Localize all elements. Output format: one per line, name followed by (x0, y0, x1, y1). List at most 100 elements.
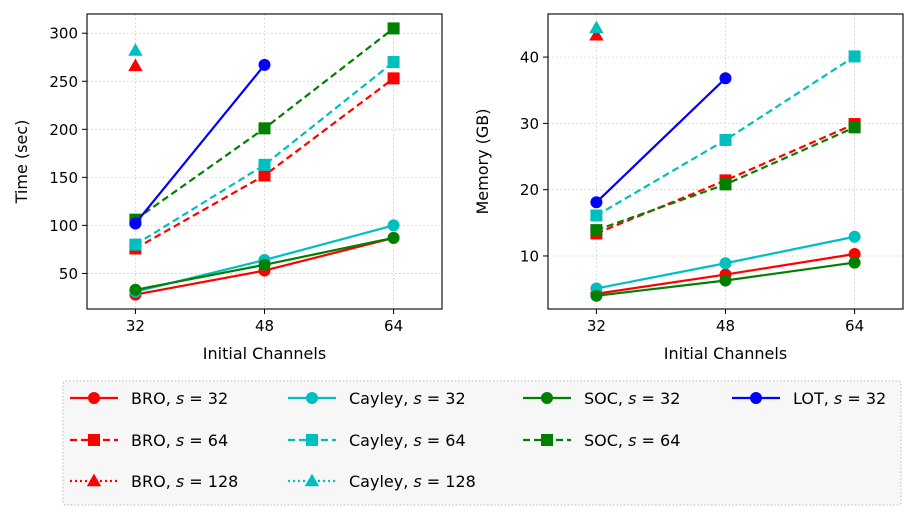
legend-entry-bro-s128: BRO, s = 128 (70, 472, 238, 491)
data-point (128, 58, 143, 72)
legend-label: LOT, s = 32 (793, 389, 886, 408)
data-point (258, 58, 271, 71)
x-tick-label: 48 (716, 317, 735, 335)
data-point (387, 72, 400, 85)
data-point (590, 224, 603, 237)
data-point (719, 274, 732, 287)
legend-label-s: s (413, 472, 421, 491)
data-point (128, 43, 143, 56)
legend-marker (306, 392, 318, 404)
data-point (848, 256, 861, 269)
y-axis-label: Memory (GB) (473, 108, 492, 214)
x-tick-label: 64 (384, 317, 403, 335)
data-point (129, 283, 142, 296)
legend-marker (86, 473, 102, 487)
data-point (848, 230, 861, 243)
x-tick-label: 64 (845, 317, 864, 335)
legend-label-s: s (628, 389, 636, 408)
y-tick-label: 300 (49, 25, 78, 43)
legend-label-s: s (176, 389, 184, 408)
legend-entry-cayley-s64: Cayley, s = 64 (288, 431, 466, 450)
series-soc-s32 (129, 231, 400, 296)
legend-label-s: s (628, 431, 636, 450)
series-line (134, 61, 395, 246)
legend-label: BRO, s = 128 (131, 472, 238, 491)
y-tick-label: 40 (520, 49, 539, 67)
data-point (719, 257, 732, 270)
chart-panel-1: 32 48 64 50 100 150 200 250 300 Initial Channels T… (12, 13, 443, 363)
x-tick-label: 32 (587, 317, 606, 335)
series-soc-s32 (590, 256, 861, 302)
legend-label-s: s (176, 472, 184, 491)
legend-label: Cayley, s = 32 (349, 389, 466, 408)
legend-entry-soc-s64: SOC, s = 64 (523, 431, 680, 450)
series-bro-s128 (128, 58, 143, 72)
data-point (719, 72, 732, 85)
y-tick-label: 50 (59, 265, 78, 283)
legend-label: Cayley, s = 64 (349, 431, 466, 450)
series-line (134, 64, 266, 225)
legend-label: BRO, s = 32 (131, 389, 228, 408)
legend-marker (541, 392, 553, 404)
data-point (589, 27, 604, 41)
y-tick-label: 30 (520, 115, 539, 133)
legend-entry-cayley-s128: Cayley, s = 128 (288, 472, 476, 491)
legend-label-s: s (413, 431, 421, 450)
series-soc-s64 (590, 121, 861, 237)
data-point (258, 158, 271, 171)
legend-label-s: s (176, 431, 184, 450)
data-point (589, 20, 604, 34)
y-tick-label: 100 (49, 217, 78, 235)
legend-entry-cayley-s32: Cayley, s = 32 (288, 389, 466, 408)
series-lot-s32 (129, 58, 271, 230)
series-line (595, 77, 727, 204)
legend: BRO, s = 32 BRO, s = 64 BRO, s = 128 Cayley… (62, 380, 902, 506)
data-point (848, 121, 861, 134)
legend-marker (88, 434, 100, 446)
series-cayley-s128 (589, 20, 604, 34)
series-cayley-s128 (128, 43, 143, 56)
chart-panel-2: 32 48 64 10 20 30 40 Initial Channels Memory (GB… (473, 13, 904, 363)
data-point (590, 196, 603, 209)
legend-label-s: s (413, 389, 421, 408)
legend-label: SOC, s = 32 (584, 389, 680, 408)
legend-marker (304, 473, 320, 487)
legend-entry-bro-s64: BRO, s = 64 (70, 431, 228, 450)
y-tick-label: 20 (520, 181, 539, 199)
data-point (129, 238, 142, 251)
data-point (258, 258, 271, 271)
data-point (387, 22, 400, 35)
legend-marker (750, 392, 762, 404)
y-tick-label: 250 (49, 73, 78, 91)
data-point (129, 217, 142, 230)
x-tick-label: 32 (126, 317, 145, 335)
legend-entry-lot-s32: LOT, s = 32 (732, 389, 886, 408)
x-axis-label: Initial Channels (203, 344, 326, 363)
legend-marker (541, 434, 553, 446)
series-cayley-s64 (590, 50, 861, 222)
legend-label-s: s (834, 389, 842, 408)
legend-label: Cayley, s = 128 (349, 472, 476, 491)
y-axis-label: Time (sec) (12, 120, 31, 205)
legend-label: BRO, s = 64 (131, 431, 228, 450)
data-point (387, 219, 400, 232)
series-bro-s128 (589, 27, 604, 41)
data-point (258, 169, 271, 182)
data-point (387, 231, 400, 244)
x-tick-label: 48 (255, 317, 274, 335)
data-point (719, 178, 732, 191)
legend-entry-bro-s32: BRO, s = 32 (70, 389, 228, 408)
legend-frame (62, 380, 902, 506)
legend-label: SOC, s = 64 (584, 431, 680, 450)
y-tick-label: 200 (49, 121, 78, 139)
legend-entry-soc-s32: SOC, s = 32 (523, 389, 680, 408)
data-point (387, 56, 400, 69)
data-point (590, 289, 603, 302)
legend-marker (88, 392, 100, 404)
y-tick-label: 150 (49, 169, 78, 187)
data-point (848, 50, 861, 63)
data-point (719, 133, 732, 146)
series-cayley-s64 (129, 56, 400, 251)
y-tick-label: 10 (520, 247, 539, 265)
